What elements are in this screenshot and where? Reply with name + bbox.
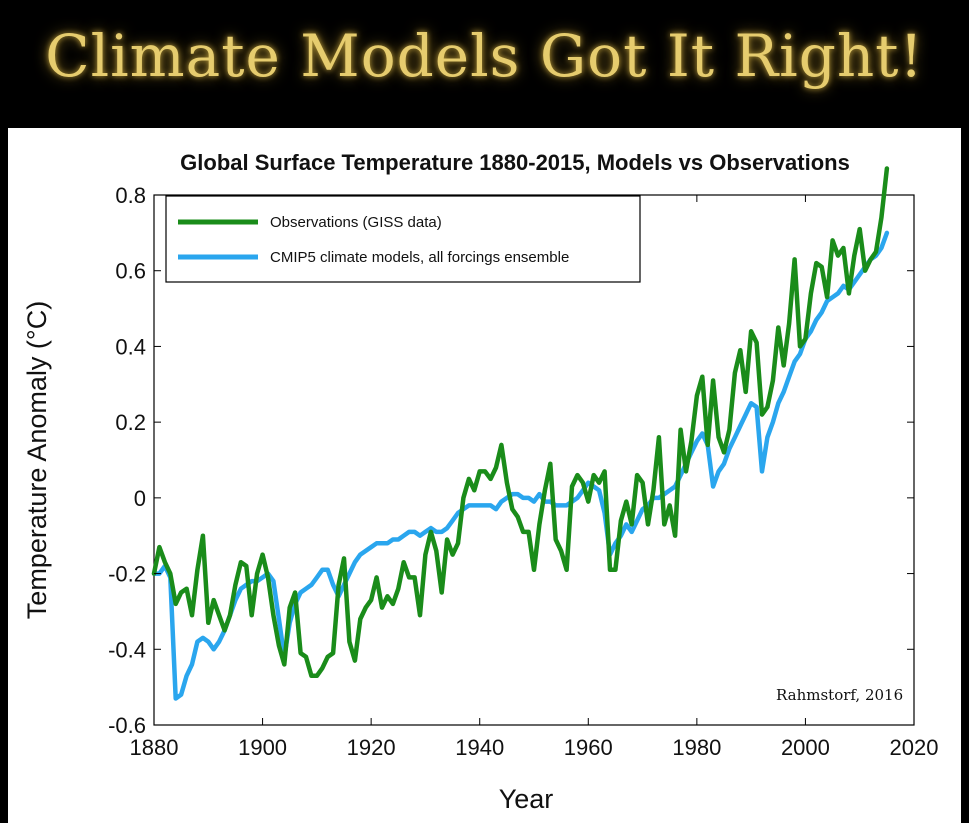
- y-tick-label: -0.6: [108, 713, 146, 738]
- title-banner: Climate Models Got It Right!: [0, 0, 969, 128]
- x-tick-label: 1920: [347, 735, 396, 760]
- y-tick-label: -0.2: [108, 562, 146, 587]
- x-tick-label: 2020: [890, 735, 939, 760]
- observations-line: [151, 166, 890, 679]
- y-tick-label: 0.4: [115, 334, 146, 359]
- x-tick-label: 2000: [781, 735, 830, 760]
- y-axis-label: Temperature Anomaly (°C): [22, 301, 52, 619]
- legend: Observations (GISS data) CMIP5 climate m…: [165, 195, 641, 283]
- x-tick-label: 1940: [455, 735, 504, 760]
- chart-svg: Global Surface Temperature 1880-2015, Mo…: [22, 150, 938, 814]
- y-tick-label: 0.2: [115, 410, 146, 435]
- legend-observations-label: Observations (GISS data): [270, 214, 442, 231]
- x-tick-label: 1960: [564, 735, 613, 760]
- credit-annotation: Rahmstorf, 2016: [776, 686, 903, 704]
- x-tick-label: 1900: [238, 735, 287, 760]
- tick-layer: 1880 1900 1920 1940 1960 1980 2000 2020 -0.6 -0.4…: [108, 183, 938, 760]
- x-tick-label: 1980: [672, 735, 721, 760]
- models-line: [151, 230, 890, 701]
- legend-models-label: CMIP5 climate models, all forcings ensem…: [270, 249, 569, 266]
- y-tick-label: 0.6: [115, 259, 146, 284]
- chart-title: Global Surface Temperature 1880-2015, Mo…: [180, 150, 850, 175]
- banner-title: Climate Models Got It Right!: [45, 22, 924, 90]
- series-layer: [151, 166, 890, 701]
- y-tick-label: 0: [134, 486, 146, 511]
- x-axis-label: Year: [499, 784, 554, 814]
- chart-panel: Global Surface Temperature 1880-2015, Mo…: [8, 128, 961, 823]
- x-tick-label: 1880: [130, 735, 179, 760]
- legend-box: [165, 195, 641, 283]
- y-tick-label: 0.8: [115, 183, 146, 208]
- y-tick-label: -0.4: [108, 637, 146, 662]
